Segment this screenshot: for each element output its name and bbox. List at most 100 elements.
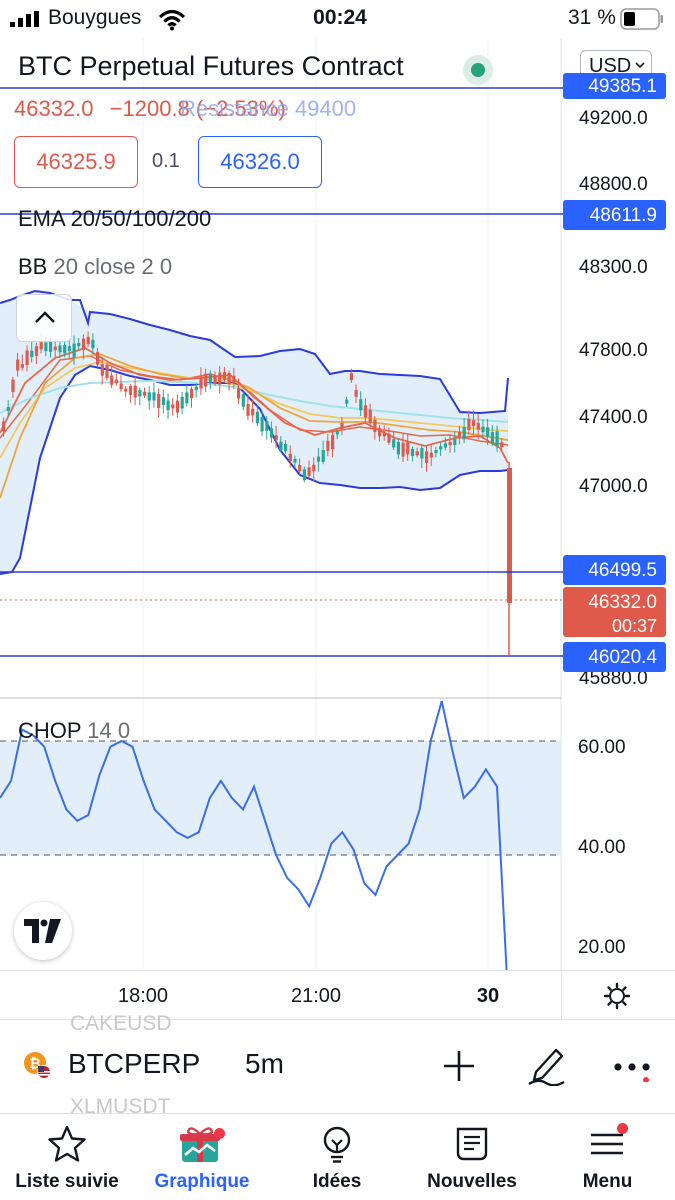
candle — [86, 336, 90, 345]
candle — [44, 342, 48, 352]
tab-news-label: Nouvelles — [427, 1171, 517, 1192]
candle — [406, 441, 410, 455]
more-options-icon[interactable] — [612, 1052, 652, 1082]
candle — [114, 379, 118, 384]
chart-settings-gear-icon[interactable] — [603, 982, 631, 1010]
candle — [232, 375, 236, 383]
sell-bid-button[interactable]: 46325.9 — [14, 136, 138, 188]
candle — [2, 421, 6, 432]
candle — [396, 441, 400, 455]
crash-candle — [507, 468, 512, 603]
newspaper-icon — [456, 1127, 488, 1161]
candle — [274, 435, 278, 440]
candle — [382, 433, 386, 437]
symbol-title[interactable]: BTC Perpetual Futures Contract — [18, 51, 404, 81]
ghost-symbol-below: XLMUSDT — [70, 1095, 171, 1118]
candle — [119, 383, 123, 390]
candle — [387, 433, 391, 443]
candle — [222, 372, 227, 380]
candle — [335, 431, 339, 435]
battery-percentage: 31 % — [568, 6, 616, 29]
candle — [354, 390, 358, 397]
hline-tag-48611[interactable]: 48611.9 — [563, 200, 666, 230]
candle — [58, 345, 62, 353]
candle — [11, 379, 15, 392]
chart-tab-badge — [214, 1128, 225, 1139]
candle — [237, 387, 241, 399]
last-price: 46332.0 — [14, 96, 94, 121]
candle — [495, 431, 499, 447]
hline-tag-49385[interactable]: 49385.1 — [563, 73, 666, 99]
tab-ideas[interactable]: Idées — [270, 1114, 404, 1200]
candle — [349, 373, 353, 381]
candle — [157, 394, 161, 408]
candle — [152, 392, 156, 401]
indicator-bb-label[interactable]: BB 20 close 2 0 — [18, 254, 172, 280]
tab-watchlist[interactable]: Liste suivie — [0, 1114, 134, 1200]
last-price-tag-value: 46332.0 — [588, 592, 657, 613]
candle — [199, 376, 203, 389]
candle — [133, 385, 137, 398]
clock-time: 00:24 — [313, 6, 367, 29]
candle — [227, 372, 231, 385]
candle — [185, 392, 189, 404]
tab-menu[interactable]: Menu — [540, 1114, 675, 1200]
indicator-ema-label[interactable]: EMA 20/50/100/200 — [18, 206, 212, 231]
candle — [486, 427, 490, 438]
bb-band-fill — [0, 291, 508, 574]
ema-50-line — [0, 353, 509, 499]
collapse-legend-button[interactable] — [16, 294, 72, 342]
chart-gift-icon — [180, 1127, 220, 1162]
candle — [39, 342, 43, 350]
hline-tag-46020[interactable]: 46020.4 — [563, 642, 666, 672]
candle — [378, 427, 382, 437]
candle — [255, 411, 259, 424]
candle — [425, 451, 429, 463]
price-tick: 47400.0 — [579, 407, 648, 428]
candle — [49, 340, 53, 352]
candle — [448, 441, 452, 446]
hamburger-menu-icon — [591, 1133, 623, 1155]
candle — [251, 408, 255, 416]
candle — [302, 469, 306, 481]
indicator-chop-label[interactable]: CHOP 14 0 — [18, 718, 130, 744]
market-status-dot — [463, 55, 493, 85]
currency-label: USD — [589, 55, 632, 77]
tab-news[interactable]: Nouvelles — [404, 1114, 540, 1200]
candle — [34, 346, 39, 356]
price-tick: 48300.0 — [579, 257, 648, 278]
candle — [288, 453, 292, 461]
candle — [63, 344, 67, 354]
candle — [298, 465, 302, 471]
chop-name: CHOP — [18, 718, 82, 743]
lightbulb-icon — [323, 1126, 351, 1163]
candle — [467, 418, 471, 431]
price-change: −1200.8 (−2.53%) — [109, 96, 286, 121]
interval-button[interactable]: 5m — [245, 1048, 284, 1079]
tab-chart[interactable]: Graphique — [134, 1114, 270, 1200]
tradingview-logo[interactable] — [14, 902, 72, 960]
battery-icon — [620, 8, 663, 30]
candle — [415, 451, 419, 456]
symbol-name-button[interactable]: BTCPERP — [68, 1048, 201, 1079]
time-axis[interactable]: 18:00 21:00 30 — [0, 970, 675, 1020]
price-axis[interactable]: 49200.0 48800.0 48300.0 47800.0 47400.0 … — [561, 38, 675, 703]
hline-tag-46499[interactable]: 46499.5 — [563, 555, 666, 585]
add-plus-icon[interactable] — [441, 1048, 477, 1084]
candle — [279, 441, 283, 451]
candle — [457, 431, 462, 437]
candle — [25, 350, 29, 365]
candle — [147, 392, 151, 401]
svg-text:₿: ₿ — [29, 1056, 40, 1072]
candle — [166, 400, 170, 411]
candle — [420, 448, 424, 459]
status-bar: Bouygues 00:24 31 % — [0, 0, 675, 38]
price-chart[interactable] — [0, 38, 675, 970]
candle — [392, 439, 396, 448]
candle — [194, 386, 198, 391]
buy-ask-button[interactable]: 46326.0 — [198, 136, 322, 188]
price-tick: 48800.0 — [579, 174, 648, 195]
drawing-pen-icon[interactable] — [526, 1044, 566, 1086]
price-tick: 47800.0 — [579, 340, 648, 361]
candle — [340, 422, 344, 430]
